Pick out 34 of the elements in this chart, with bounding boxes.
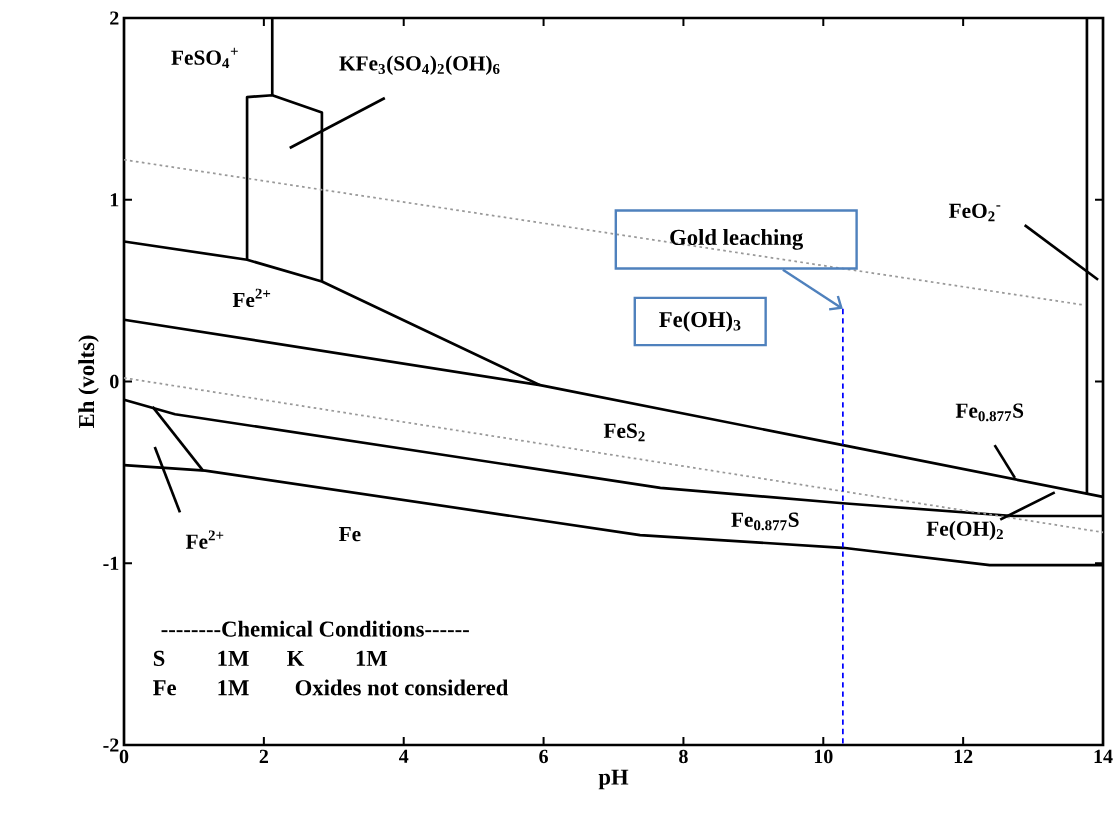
annotation: Oxides not considered: [295, 679, 509, 696]
annotation: 1M: [356, 650, 388, 666]
x-tick-label: 6: [539, 749, 548, 764]
y-tick-label: -1: [103, 556, 119, 570]
annotation: Fe$_{0.877}$S: [731, 512, 799, 531]
y-tick-label: 1: [110, 193, 119, 207]
annotation: Gold leaching: [670, 229, 804, 250]
x-tick-label: 8: [679, 749, 688, 764]
annotation: Fe: [338, 527, 361, 542]
annotation: Fe(OH)$_{3}$: [659, 311, 741, 332]
x-tick-label: 14: [1094, 749, 1113, 763]
y-tick-label: 0: [110, 374, 119, 389]
y-tick-label: -2: [103, 738, 119, 752]
annotation: K: [287, 650, 305, 666]
x-tick-label: 10: [814, 749, 833, 764]
annotation: KFe$_{3}$(SO$_{4}$)$_{2}$(OH)$_{6}$: [339, 55, 500, 75]
x-tick-label: 2: [259, 749, 268, 763]
annotation: S: [153, 650, 165, 667]
annotation: FeO$_{2}$-: [948, 203, 1001, 222]
y-tick-label: 2: [110, 11, 119, 25]
x-axis-title: pH: [598, 769, 629, 790]
annotation: Fe(OH)$_{2}$: [926, 520, 1003, 541]
annotation: Fe$^{2+}$: [232, 288, 271, 308]
annotation: Fe: [153, 680, 177, 696]
annotation: FeSO$_{4}$+: [171, 47, 238, 69]
annotation: --------Chemical Conditions------: [161, 620, 469, 637]
x-tick-label: 4: [398, 749, 409, 763]
annotation: 1M: [218, 650, 249, 666]
annotation: 1M: [218, 680, 249, 696]
annotation: FeS$_{2}$: [603, 423, 645, 442]
x-tick-label: 12: [954, 749, 973, 763]
annotation: Fe$_{0.877}$S: [955, 403, 1024, 422]
annotation: Fe$^{2+}$: [185, 530, 224, 549]
y-axis-title: Eh (volts): [78, 335, 99, 429]
